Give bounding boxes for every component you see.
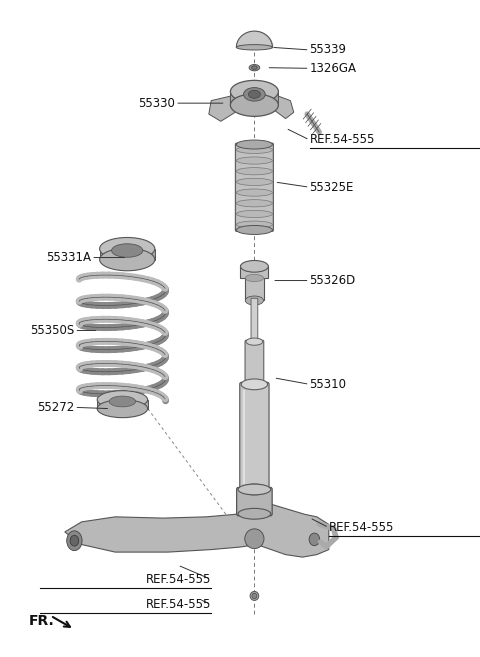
Text: FR.: FR. — [29, 614, 55, 628]
Ellipse shape — [109, 396, 135, 407]
Ellipse shape — [230, 80, 278, 103]
Ellipse shape — [241, 484, 268, 495]
Text: 55326D: 55326D — [310, 274, 356, 287]
Ellipse shape — [238, 484, 271, 495]
Ellipse shape — [245, 275, 264, 282]
Ellipse shape — [252, 593, 257, 599]
FancyBboxPatch shape — [240, 382, 269, 491]
Ellipse shape — [246, 381, 263, 388]
Ellipse shape — [250, 591, 259, 600]
Ellipse shape — [70, 535, 79, 546]
Ellipse shape — [252, 66, 257, 70]
Ellipse shape — [236, 221, 272, 228]
Ellipse shape — [245, 296, 264, 305]
Text: REF.54-555: REF.54-555 — [146, 598, 211, 611]
Ellipse shape — [236, 200, 272, 207]
Ellipse shape — [249, 64, 260, 71]
Polygon shape — [97, 399, 148, 409]
Ellipse shape — [236, 140, 272, 149]
Text: REF.54-555: REF.54-555 — [146, 573, 211, 586]
FancyBboxPatch shape — [237, 487, 272, 516]
Text: 55339: 55339 — [310, 43, 347, 57]
Ellipse shape — [236, 147, 272, 154]
Polygon shape — [100, 249, 155, 260]
Text: REF.54-555: REF.54-555 — [310, 133, 375, 147]
Ellipse shape — [249, 90, 260, 99]
Ellipse shape — [230, 94, 278, 116]
Text: REF.54-555: REF.54-555 — [329, 521, 394, 534]
FancyBboxPatch shape — [236, 143, 274, 231]
Ellipse shape — [97, 391, 148, 409]
Ellipse shape — [236, 225, 272, 235]
Polygon shape — [65, 505, 329, 557]
Polygon shape — [240, 266, 268, 300]
Ellipse shape — [243, 87, 265, 101]
Ellipse shape — [246, 338, 263, 345]
Ellipse shape — [100, 237, 155, 260]
Ellipse shape — [67, 531, 82, 551]
Ellipse shape — [97, 399, 148, 418]
Polygon shape — [230, 91, 278, 105]
Ellipse shape — [241, 379, 268, 390]
FancyBboxPatch shape — [245, 340, 264, 386]
Ellipse shape — [236, 210, 272, 217]
Ellipse shape — [240, 260, 268, 272]
Ellipse shape — [111, 244, 143, 258]
FancyBboxPatch shape — [251, 298, 258, 342]
Ellipse shape — [100, 248, 155, 271]
Ellipse shape — [236, 157, 272, 164]
Ellipse shape — [236, 168, 272, 175]
Text: 55331A: 55331A — [46, 251, 91, 264]
Polygon shape — [209, 96, 235, 122]
Polygon shape — [274, 96, 294, 119]
Ellipse shape — [236, 178, 272, 185]
Ellipse shape — [245, 529, 264, 549]
Ellipse shape — [236, 45, 272, 50]
Text: 55330: 55330 — [138, 97, 175, 110]
Text: 55310: 55310 — [310, 378, 347, 391]
Text: 55350S: 55350S — [30, 324, 74, 337]
Ellipse shape — [238, 509, 271, 519]
Text: 55272: 55272 — [37, 401, 74, 414]
Text: 55325E: 55325E — [310, 181, 354, 194]
Ellipse shape — [236, 189, 272, 196]
Text: 1326GA: 1326GA — [310, 62, 357, 75]
Ellipse shape — [309, 533, 320, 546]
